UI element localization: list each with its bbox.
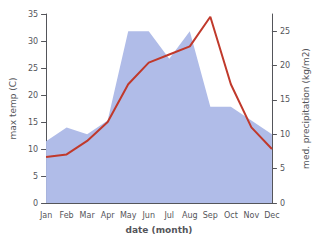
svg-text:date (month): date (month) bbox=[126, 225, 193, 235]
svg-text:med. precipitation (kg/m2): med. precipitation (kg/m2) bbox=[301, 48, 311, 169]
svg-text:0: 0 bbox=[33, 199, 38, 208]
svg-text:5: 5 bbox=[33, 172, 38, 181]
svg-text:Apr: Apr bbox=[101, 211, 116, 220]
svg-text:Oct: Oct bbox=[224, 211, 238, 220]
svg-text:25: 25 bbox=[28, 64, 38, 73]
svg-text:Aug: Aug bbox=[182, 211, 198, 220]
svg-text:max temp (C): max temp (C) bbox=[8, 77, 18, 139]
svg-text:15: 15 bbox=[280, 95, 290, 104]
svg-text:Mar: Mar bbox=[80, 211, 96, 220]
svg-text:Jun: Jun bbox=[141, 211, 155, 220]
svg-text:5: 5 bbox=[280, 164, 285, 173]
svg-text:Dec: Dec bbox=[264, 211, 279, 220]
svg-text:30: 30 bbox=[28, 37, 38, 46]
svg-text:Sep: Sep bbox=[203, 211, 218, 220]
svg-text:Feb: Feb bbox=[60, 211, 74, 220]
svg-text:25: 25 bbox=[280, 27, 290, 36]
svg-text:Jan: Jan bbox=[39, 211, 52, 220]
svg-text:Nov: Nov bbox=[244, 211, 260, 220]
svg-text:0: 0 bbox=[280, 199, 285, 208]
svg-text:20: 20 bbox=[280, 61, 290, 70]
svg-text:10: 10 bbox=[280, 130, 290, 139]
svg-text:35: 35 bbox=[28, 10, 38, 19]
svg-text:20: 20 bbox=[28, 91, 38, 100]
svg-text:May: May bbox=[120, 211, 137, 220]
svg-text:15: 15 bbox=[28, 118, 38, 127]
svg-text:Jul: Jul bbox=[163, 211, 174, 220]
svg-text:10: 10 bbox=[28, 145, 38, 154]
